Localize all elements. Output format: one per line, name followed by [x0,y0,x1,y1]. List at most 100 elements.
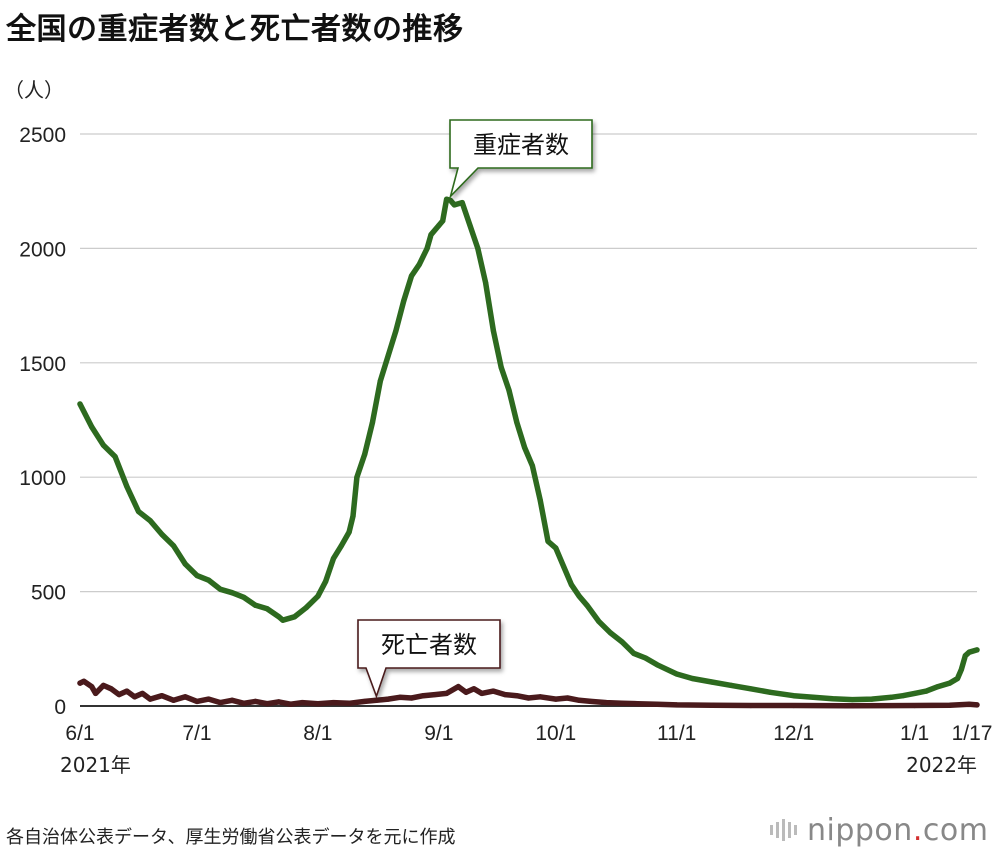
data-point [444,690,450,697]
data-point [728,682,734,689]
data-point [303,605,309,611]
data-point [447,197,454,203]
series-line [77,678,980,709]
grid-lines [80,133,977,707]
data-point [385,696,391,702]
data-point [514,693,520,699]
data-point [635,701,641,707]
data-point [845,703,851,709]
data-point [362,451,368,457]
data-point [459,200,465,206]
data-point [522,444,528,451]
data-point [709,702,715,708]
data-point [603,699,610,706]
x-tick-label: 1/17 [952,722,993,745]
callout-box [448,119,593,200]
data-point [159,693,165,699]
data-point [369,419,376,425]
y-tick-label: 2500 [19,124,66,147]
data-point [182,561,188,567]
data-point [576,697,582,703]
data-point [947,702,953,708]
nippon-logo: nippon.com [770,810,988,850]
data-point [276,614,282,620]
logo-bars-icon [770,819,797,841]
data-point [194,698,200,705]
data-point [182,694,188,700]
data-point [596,618,602,624]
data-point [502,691,508,698]
series-line [77,196,980,703]
data-point [264,701,270,707]
callout-box [357,619,501,699]
data-point [471,686,477,692]
data-point [553,696,559,702]
data-point [912,690,918,697]
x-tick-label: 12/1 [773,722,814,745]
data-point [373,697,379,703]
data-point [420,693,426,699]
data-point [888,694,894,700]
data-point [354,474,360,480]
callout: 死亡者数 [357,619,501,699]
x-tick-label: 1/1 [900,722,929,745]
data-point [619,700,625,706]
x-tick-label: 11/1 [657,722,696,745]
data-point [89,424,95,430]
data-point [748,702,754,709]
chart-title: 全国の重症者数と死亡者数の推移 [6,12,464,47]
data-point [206,577,212,583]
data-point [252,698,259,705]
data-point [346,700,352,706]
data-point [401,298,407,304]
data-point [869,696,875,702]
data-point [966,701,972,707]
data-point [830,696,836,702]
data-point [93,690,99,697]
data-point [77,401,83,407]
data-point [408,273,415,279]
data-point [229,590,235,596]
callout-label: 死亡者数 [381,631,477,659]
data-point [748,686,754,692]
callout: 重症者数 [448,119,593,200]
x-tick-label: 9/1 [424,722,453,745]
data-point [432,691,438,698]
data-point [291,614,298,620]
data-point [124,688,130,694]
y-tick-label: 2000 [19,238,66,261]
data-point [112,454,118,460]
data-point [607,630,614,636]
data-point [954,675,961,682]
data-point [139,690,145,697]
x-axis-tick-labels: 6/1 7/1 8/1 9/1 10/1 11/1 12/1 1/1 1/17 2021年 2022… [60,722,992,777]
data-point [299,699,305,706]
data-point [974,647,980,653]
data-point [958,666,965,672]
data-point [252,602,259,608]
y-tick-label: 1000 [19,467,66,490]
data-point [241,594,247,600]
data-point [514,419,520,425]
data-point [619,639,625,645]
data-point [264,606,270,612]
data-point [288,701,294,707]
x-year-label: 2021年 [60,753,131,777]
data-point [974,702,980,708]
data-point [947,680,953,686]
data-point [525,695,532,701]
data-point [135,508,142,515]
x-tick-label: 7/1 [182,722,211,745]
data-point [900,693,906,699]
data-point [564,695,571,701]
data-point [385,353,391,359]
data-point [545,538,551,544]
x-tick-label: 6/1 [65,722,94,745]
data-point [966,649,972,655]
data-point [159,531,165,538]
data-point [116,691,122,698]
data-point [81,678,87,684]
data-point [350,513,356,519]
data-point [171,543,177,549]
data-point [147,518,153,524]
